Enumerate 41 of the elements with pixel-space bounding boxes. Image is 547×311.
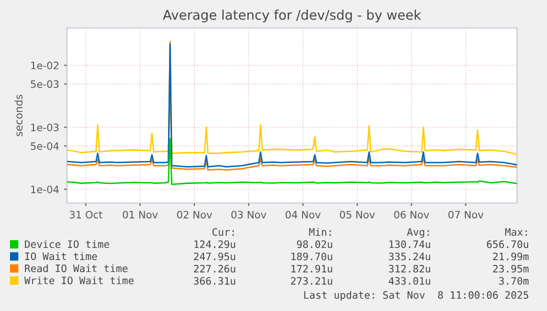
text: Last update: Sat Nov 8 11:00:06 2025 [304,290,528,301]
y-tick-label: 1e-02 [31,62,58,70]
text: 172.91u [291,264,332,273]
chart-title: Average latency for /dev/sdg - by week [162,10,422,22]
text: 433.01u [388,277,430,285]
text: Avg: [406,228,429,238]
text: Min: [309,228,331,236]
x-tick-label: 01 Nov [122,210,158,218]
x-tick-label: 31 Oct [70,210,102,218]
text: Max: [505,228,527,236]
text: 366.31u [194,277,236,285]
x-tick-label: 04 Nov [286,210,321,218]
text: 312.82u [388,264,430,273]
legend-label: Device IO time [24,240,110,248]
x-tick-label: 06 Nov [394,210,430,218]
text: 273.21u [291,277,332,285]
text: 247.95u [194,252,236,260]
x-tick-label: 07 Nov [448,210,484,218]
legend-label: Write IO Wait time [24,276,134,284]
text: 124.29u [194,240,236,248]
text: Cur: [212,228,234,236]
legend-label: IO Wait time [25,252,97,260]
y-axis-title: seconds [14,94,23,136]
x-tick-label: 02 Nov [177,210,212,218]
text: 227.26u [194,264,236,273]
text: 130.74u [389,240,430,248]
y-tick-label: 1e-03 [31,124,59,132]
y-tick-label: 5e-03 [30,80,59,88]
x-tick-label: 05 Nov [340,210,375,218]
text: 189.70u [291,252,332,260]
text: 3.70m [499,277,529,285]
text: 98.02u [297,240,332,248]
y-tick-label: 1e-04 [31,186,59,194]
x-tick-label: 03 Nov [231,210,266,218]
text: 335.24u [388,252,430,260]
text: 21.99m [493,252,529,260]
line-series [67,138,517,186]
text: 23.95m [493,264,529,273]
text: 656.70u [486,240,528,248]
y-tick-label: 5e-04 [30,142,59,150]
legend-label: Read IO Wait time [25,264,128,272]
